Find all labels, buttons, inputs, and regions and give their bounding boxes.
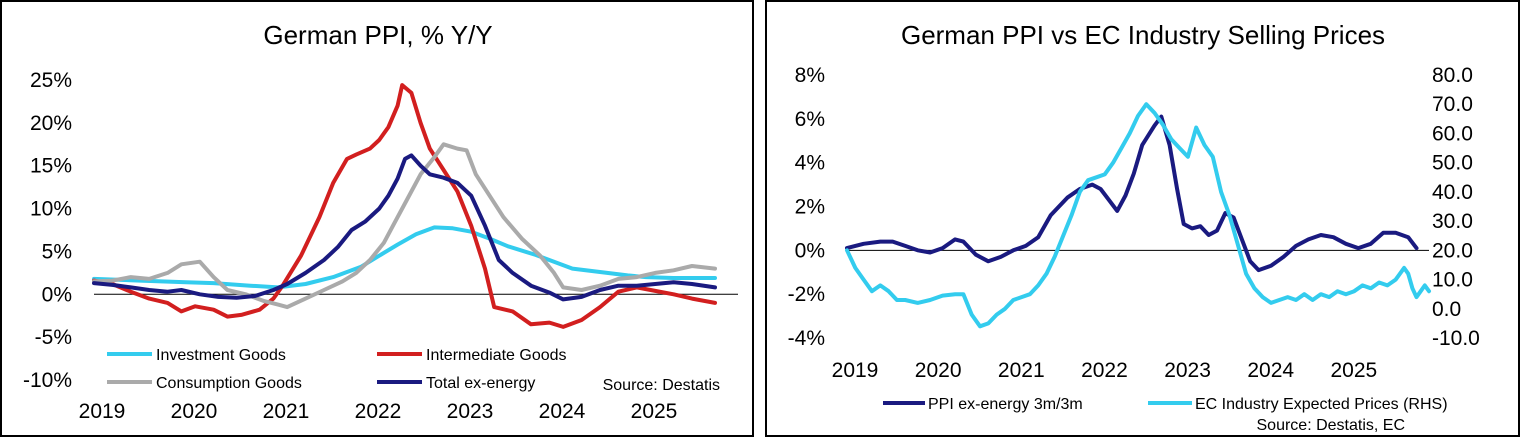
y-tick-label: 0% — [42, 283, 72, 306]
y2-tick-label: 0.0 — [1432, 298, 1461, 321]
x-tick-label: 2025 — [631, 400, 678, 423]
legend-label: EC Industry Expected Prices (RHS) — [1195, 396, 1448, 413]
legend-item-consumption-goods: Consumption Goods — [107, 375, 302, 392]
x-tick-label: 2023 — [1164, 359, 1211, 382]
y-axis: 25% 20% 15% 10% 5% 0% -5% -10% — [23, 69, 72, 392]
legend-item-investment-goods: Investment Goods — [107, 347, 286, 364]
y-tick-label: -5% — [35, 326, 72, 349]
x-tick-label: 2021 — [263, 400, 310, 423]
y2-tick-label: 40.0 — [1432, 181, 1473, 204]
x-tick-label: 2019 — [79, 400, 126, 423]
y2-tick-label: -10.0 — [1432, 327, 1480, 350]
x-axis: 2019 2020 2021 2022 2023 2024 2025 — [832, 359, 1378, 382]
series-line-consumption-goods — [92, 142, 717, 310]
chart-border — [765, 0, 1520, 437]
chart-ppi-yy: German PPI, % Y/Y 25% 20% 15% 10% 5% 0% -5% -10… — [0, 0, 754, 437]
y-axis-right: 80.0 70.0 60.0 50.0 40.0 30.0 20.0 10.0 0.0 -10.0 — [1432, 64, 1480, 350]
x-tick-label: 2024 — [539, 400, 586, 423]
x-tick-label: 2025 — [1330, 359, 1377, 382]
x-tick-label: 2022 — [1081, 359, 1128, 382]
series-line-total-ex-energy — [92, 153, 717, 302]
legend-item-total-ex-energy: Total ex-energy — [377, 375, 535, 392]
plot-area — [92, 83, 717, 329]
y-tick-label: 25% — [30, 69, 72, 92]
legend-label: PPI ex-energy 3m/3m — [928, 396, 1083, 413]
y-axis-left: 8% 6% 4% 2% 0% -2% -4% — [788, 64, 825, 350]
x-tick-label: 2024 — [1247, 359, 1294, 382]
y-tick-label: 10% — [30, 198, 72, 221]
y-tick-label: 15% — [30, 155, 72, 178]
series-line-ec-industry-expected-prices-rhs — [845, 102, 1431, 329]
series-line-ppi-ex-energy-3m-3m — [845, 114, 1419, 273]
chart-border — [0, 0, 754, 437]
y-tick-label: -2% — [788, 283, 825, 306]
legend-label: Investment Goods — [156, 347, 286, 364]
y-tick-label: 2% — [795, 196, 825, 219]
y-tick-label: 5% — [42, 240, 72, 263]
y-tick-label: 8% — [795, 64, 825, 87]
legend: PPI ex-energy 3m/3m EC Industry Expected… — [883, 396, 1448, 413]
legend-label: Intermediate Goods — [426, 347, 567, 364]
y2-tick-label: 20.0 — [1432, 239, 1473, 262]
legend-item-ec-expected-prices: EC Industry Expected Prices (RHS) — [1148, 396, 1448, 413]
y-tick-label: 4% — [795, 152, 825, 175]
y-tick-label: 20% — [30, 112, 72, 135]
x-tick-label: 2020 — [915, 359, 962, 382]
y-tick-label: -4% — [788, 327, 825, 350]
x-tick-label: 2023 — [447, 400, 494, 423]
legend-item-intermediate-goods: Intermediate Goods — [377, 347, 567, 364]
chart-title: German PPI, % Y/Y — [263, 20, 492, 50]
legend-label: Total ex-energy — [426, 375, 535, 392]
source-note: Source: Destatis, EC — [1257, 417, 1406, 434]
y-tick-label: -10% — [23, 369, 72, 392]
chart-ppi-vs-ec: German PPI vs EC Industry Selling Prices… — [765, 0, 1520, 437]
source-note: Source: Destatis — [603, 377, 720, 394]
y2-tick-label: 10.0 — [1432, 269, 1473, 292]
series-line-intermediate-goods — [92, 83, 717, 329]
plot-area — [845, 102, 1431, 329]
legend-label: Consumption Goods — [156, 375, 302, 392]
y2-tick-label: 60.0 — [1432, 122, 1473, 145]
y2-tick-label: 30.0 — [1432, 210, 1473, 233]
chart-title: German PPI vs EC Industry Selling Prices — [901, 20, 1385, 50]
legend: Investment Goods Intermediate Goods Cons… — [107, 347, 567, 392]
y-tick-label: 0% — [795, 239, 825, 262]
y-tick-label: 6% — [795, 108, 825, 131]
y2-tick-label: 70.0 — [1432, 93, 1473, 116]
y2-tick-label: 80.0 — [1432, 64, 1473, 87]
x-tick-label: 2020 — [171, 400, 218, 423]
x-tick-label: 2022 — [355, 400, 402, 423]
x-tick-label: 2019 — [832, 359, 879, 382]
y2-tick-label: 50.0 — [1432, 152, 1473, 175]
legend-item-ppi-ex-energy: PPI ex-energy 3m/3m — [883, 396, 1083, 413]
x-axis: 2019 2020 2021 2022 2023 2024 2025 — [79, 400, 678, 423]
series-line-investment-goods — [92, 225, 717, 290]
x-tick-label: 2021 — [998, 359, 1045, 382]
